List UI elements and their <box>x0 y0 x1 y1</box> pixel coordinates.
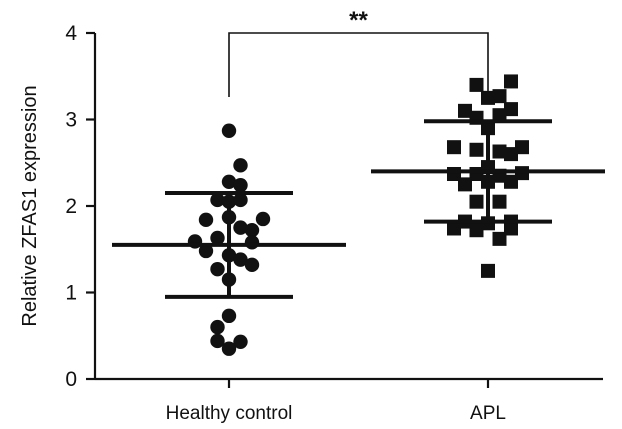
data-point-apl <box>447 221 461 236</box>
y-tick-label: 4 <box>65 22 77 45</box>
data-point-apl <box>469 142 484 157</box>
y-tick-label: 0 <box>65 368 77 391</box>
x-tick-label: Healthy control <box>166 403 293 424</box>
axes: 0 1 2 3 4 Healthy control APL Relative ZFAS1 ex… <box>19 22 603 424</box>
data-point-apl <box>492 144 507 159</box>
data-point-healthy-control <box>198 212 214 228</box>
y-tick-label: 3 <box>65 109 77 132</box>
data-point-healthy-control <box>210 230 225 246</box>
data-point-apl <box>447 140 461 155</box>
data-point-apl <box>504 221 518 236</box>
data-point-apl <box>469 77 484 92</box>
data-point-healthy-control <box>221 308 237 324</box>
significance-label: ** <box>349 7 368 34</box>
data-point-apl <box>515 140 529 155</box>
y-tick-label: 2 <box>65 195 77 218</box>
data-point-healthy-control <box>210 333 225 349</box>
data-point-apl <box>504 174 518 189</box>
data-point-apl <box>504 74 518 89</box>
data-point-healthy-control <box>221 123 237 138</box>
data-point-apl <box>492 108 507 123</box>
data-point-apl <box>469 194 484 209</box>
data-point-apl <box>469 223 484 238</box>
data-point-healthy-control <box>221 341 237 356</box>
data-point-healthy-control <box>233 158 248 173</box>
data-point-healthy-control <box>255 211 271 227</box>
x-tick-label: APL <box>470 403 506 424</box>
significance-bracket: ** <box>228 7 489 97</box>
data-point-healthy-control <box>233 220 248 235</box>
data-point-healthy-control <box>233 178 248 193</box>
data-point-healthy-control <box>233 192 248 208</box>
y-axis-label: Relative ZFAS1 expression <box>19 85 41 326</box>
data-point-apl <box>504 102 518 117</box>
data-point-healthy-control <box>244 257 260 273</box>
data-point-healthy-control <box>233 252 248 267</box>
data-point-apl <box>504 147 518 162</box>
data-point-healthy-control <box>210 319 225 335</box>
data-point-healthy-control <box>244 235 260 250</box>
significance-bracket-line <box>228 32 489 97</box>
data-point-healthy-control <box>210 261 225 277</box>
data-point-apl <box>492 194 507 209</box>
data-point-healthy-control <box>221 174 237 189</box>
data-point-healthy-control <box>210 192 225 208</box>
mean-sd-bars <box>112 119 605 299</box>
data-point-apl <box>481 90 495 105</box>
data-point-apl <box>481 263 495 278</box>
data-point-apl <box>492 89 507 104</box>
data-point-healthy-control <box>233 334 248 350</box>
data-point-apl <box>458 177 472 192</box>
data-point-apl <box>492 231 507 246</box>
data-point-healthy-control <box>198 243 214 259</box>
data-points <box>187 74 529 356</box>
y-tick-label: 1 <box>65 282 77 305</box>
data-point-apl <box>458 103 472 118</box>
data-point-healthy-control <box>244 223 260 238</box>
